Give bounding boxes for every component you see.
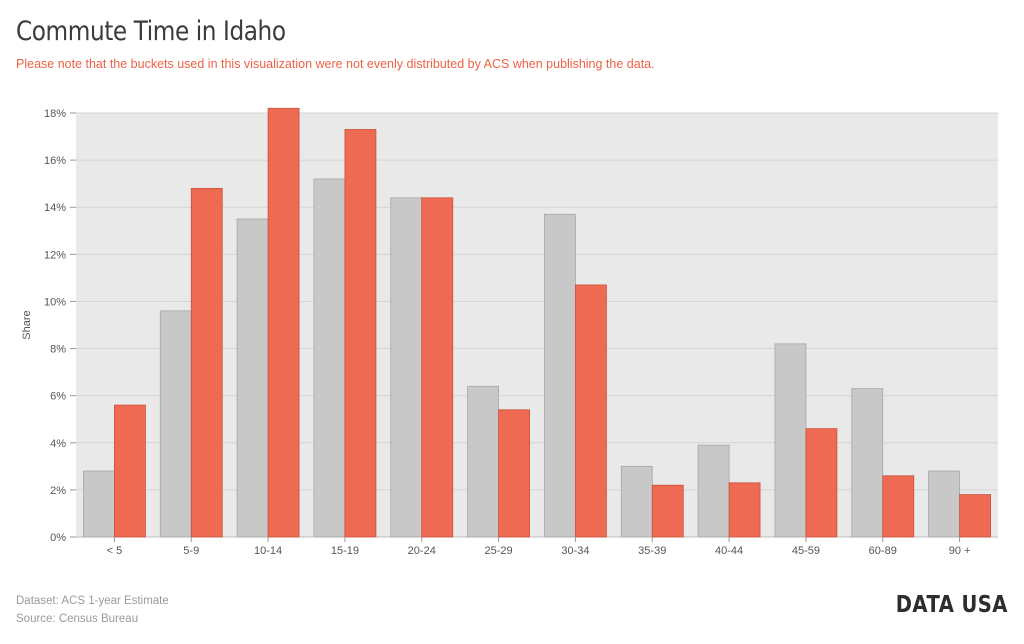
bar[interactable]: [313, 178, 346, 538]
bar[interactable]: [190, 187, 223, 538]
y-tick-label: 14%: [44, 202, 66, 214]
y-tick-label: 6%: [50, 391, 66, 403]
plot-background: [76, 113, 998, 537]
bar[interactable]: [114, 404, 146, 538]
x-tick-label: 15-19: [331, 545, 359, 557]
chart-title: Commute Time in Idaho: [16, 16, 286, 47]
bar[interactable]: [236, 218, 269, 538]
x-tick-label: 90 +: [949, 545, 971, 557]
bar[interactable]: [83, 470, 115, 538]
y-tick-label: 18%: [44, 108, 66, 120]
bar[interactable]: [544, 213, 576, 538]
x-tick-label: 45-59: [792, 545, 820, 557]
y-tick-label: 12%: [44, 249, 66, 261]
x-tick-label: 40-44: [715, 545, 743, 557]
x-tick-label: 25-29: [485, 545, 513, 557]
bar[interactable]: [159, 310, 192, 538]
bar[interactable]: [805, 428, 838, 538]
x-tick-label: 30-34: [561, 545, 589, 557]
x-tick-label: 10-14: [254, 545, 282, 557]
x-tick-label: 60-89: [869, 545, 897, 557]
x-tick-label: 5-9: [183, 545, 199, 557]
y-axis-label: Share: [21, 310, 33, 339]
x-axis-ticks: < 5 5-9 10-14 15-19 20-24 25-29 30-34 35-39 40-4…: [107, 537, 971, 557]
x-tick-label: 20-24: [408, 545, 436, 557]
y-tick-label: 4%: [50, 438, 66, 450]
bar[interactable]: [390, 197, 423, 538]
chart-footer: Dataset: ACS 1-year Estimate Source: Cen…: [16, 592, 169, 628]
chart-subtitle: Please note that the buckets used in thi…: [16, 57, 655, 71]
y-tick-label: 2%: [50, 485, 66, 497]
source-note: Source: Census Bureau: [16, 613, 139, 625]
bar[interactable]: [851, 388, 884, 538]
bars: [83, 107, 991, 538]
y-tick-label: 10%: [44, 296, 66, 308]
bar[interactable]: [882, 475, 915, 538]
datausa-logo[interactable]: DATA USA: [895, 592, 1008, 618]
bar[interactable]: [651, 484, 684, 538]
bar[interactable]: [467, 385, 499, 538]
bar[interactable]: [728, 482, 761, 538]
bar[interactable]: [928, 470, 960, 538]
bar[interactable]: [267, 107, 300, 538]
bar[interactable]: [774, 343, 807, 538]
bar[interactable]: [344, 129, 377, 538]
x-tick-label: 35-39: [638, 545, 666, 557]
bar[interactable]: [959, 494, 991, 538]
bar[interactable]: [421, 197, 454, 538]
y-axis-ticks: 0% 2% 4% 6% 8% 10% 12% 14% 16% 18%: [44, 108, 76, 544]
gridlines: [76, 112, 998, 538]
x-tick-label: < 5: [107, 545, 123, 557]
bar-chart: 0% 2% 4% 6% 8% 10% 12% 14% 16% 18% < 5 5-9 10-14 15-…: [21, 107, 998, 557]
bar[interactable]: [697, 444, 730, 538]
y-tick-label: 0%: [50, 532, 66, 544]
bar[interactable]: [575, 284, 607, 538]
dataset-note: Dataset: ACS 1-year Estimate: [16, 595, 169, 607]
bar[interactable]: [620, 465, 653, 538]
y-tick-label: 8%: [50, 344, 66, 356]
y-tick-label: 16%: [44, 155, 66, 167]
bar[interactable]: [498, 409, 530, 538]
